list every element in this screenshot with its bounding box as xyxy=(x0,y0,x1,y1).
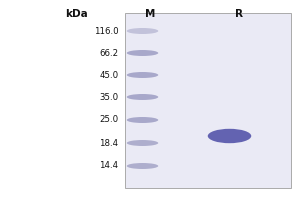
Text: 14.4: 14.4 xyxy=(99,162,119,170)
Text: 45.0: 45.0 xyxy=(99,71,119,79)
Text: 18.4: 18.4 xyxy=(99,138,119,148)
Ellipse shape xyxy=(127,140,158,146)
Text: 35.0: 35.0 xyxy=(99,92,119,102)
Ellipse shape xyxy=(127,94,158,100)
Ellipse shape xyxy=(127,72,158,78)
Ellipse shape xyxy=(127,117,158,123)
Text: 66.2: 66.2 xyxy=(99,48,119,58)
Ellipse shape xyxy=(127,163,158,169)
Text: 25.0: 25.0 xyxy=(99,116,119,124)
Text: 116.0: 116.0 xyxy=(94,26,119,36)
FancyBboxPatch shape xyxy=(124,13,291,188)
Ellipse shape xyxy=(208,129,251,143)
Text: R: R xyxy=(235,9,242,19)
Ellipse shape xyxy=(127,28,158,34)
Ellipse shape xyxy=(127,50,158,56)
Text: M: M xyxy=(145,9,155,19)
Text: kDa: kDa xyxy=(65,9,88,19)
